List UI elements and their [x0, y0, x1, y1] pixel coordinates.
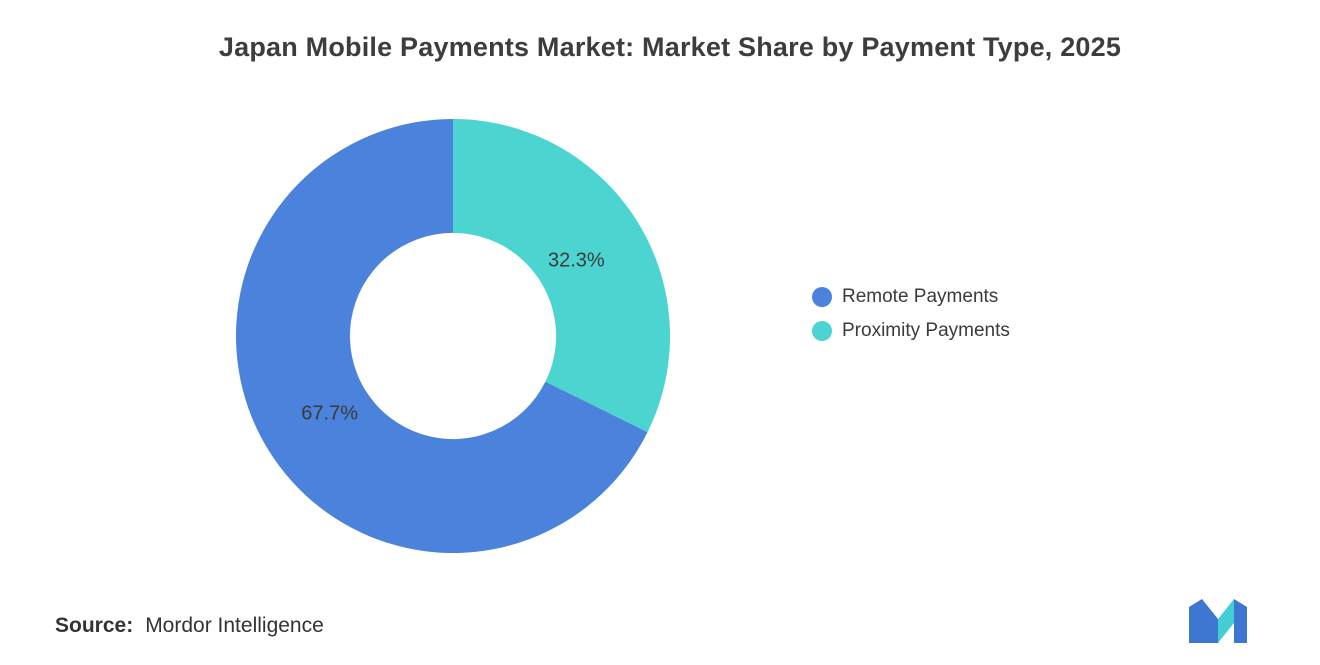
source-line: Source: Mordor Intelligence: [55, 614, 324, 638]
legend-label-proximity-payments: Proximity Payments: [842, 320, 1010, 341]
chart-title: Japan Mobile Payments Market: Market Sha…: [218, 32, 1122, 62]
mordor-intelligence-logo: [1189, 599, 1247, 643]
slice-proximity-payments[interactable]: [453, 119, 670, 433]
legend-label-remote-payments: Remote Payments: [842, 286, 999, 307]
source-label: Source:: [55, 614, 134, 637]
logo-left-shape: [1189, 599, 1218, 643]
slice-label-proximity-payments: 32.3%: [548, 249, 605, 271]
legend-item-proximity-payments[interactable]: Proximity Payments: [812, 320, 1010, 342]
legend-item-remote-payments[interactable]: Remote Payments: [812, 286, 1010, 308]
legend-swatch-remote-payments: [812, 287, 832, 307]
source-value: Mordor Intelligence: [145, 614, 324, 637]
logo-right-shape: [1234, 599, 1247, 643]
slice-remote-payments[interactable]: [236, 119, 648, 553]
logo-teal-shape: [1218, 599, 1234, 643]
slice-label-remote-payments: 67.7%: [301, 403, 358, 425]
legend: Remote Payments Proximity Payments: [812, 286, 1010, 342]
legend-swatch-proximity-payments: [812, 321, 832, 341]
